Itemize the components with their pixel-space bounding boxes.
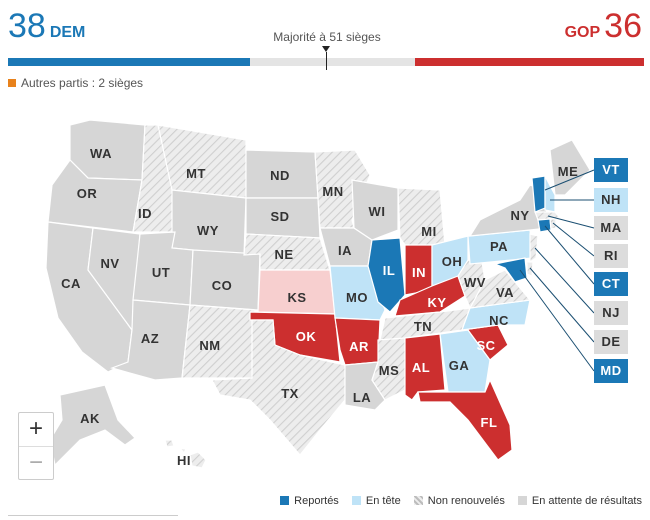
state-AK[interactable] bbox=[49, 384, 136, 467]
dem-seat-count: 38 bbox=[8, 7, 46, 45]
majority-label: Majorité à 51 sièges bbox=[273, 30, 381, 44]
state-WI[interactable] bbox=[351, 179, 399, 241]
not-renewed-swatch-icon bbox=[413, 496, 423, 505]
label-GA: GA bbox=[449, 358, 470, 373]
zoom-in-button[interactable]: + bbox=[28, 415, 43, 442]
label-MN: MN bbox=[322, 184, 343, 199]
state-FL[interactable] bbox=[417, 378, 513, 461]
state-WV[interactable] bbox=[457, 259, 486, 310]
state-DE[interactable] bbox=[526, 261, 534, 277]
label-PA: PA bbox=[490, 239, 508, 254]
state-RI[interactable] bbox=[549, 218, 557, 230]
zoom-out-button[interactable]: − bbox=[19, 446, 53, 479]
ne-label-NH[interactable]: NH bbox=[594, 188, 628, 212]
won-swatch-icon bbox=[280, 496, 290, 505]
ne-label-MA[interactable]: MA bbox=[594, 216, 628, 240]
others-swatch-icon bbox=[8, 79, 16, 87]
label-WA: WA bbox=[90, 146, 112, 161]
label-MI: MI bbox=[421, 224, 436, 239]
label-UT: UT bbox=[152, 265, 170, 280]
label-NC: NC bbox=[489, 313, 509, 328]
label-KS: KS bbox=[287, 290, 306, 305]
label-ID: ID bbox=[138, 206, 152, 221]
label-WV: WV bbox=[464, 275, 486, 290]
map-legend: Reportés En tête Non renouvelés En atten… bbox=[270, 495, 642, 507]
ne-label-MD[interactable]: MD bbox=[594, 359, 628, 383]
label-IN: IN bbox=[412, 265, 426, 280]
dem-label: DEM bbox=[49, 24, 86, 41]
label-NV: NV bbox=[100, 256, 119, 271]
legend-waiting-label: En attente de résultats bbox=[531, 495, 642, 507]
label-WI: WI bbox=[369, 204, 386, 219]
label-ME: ME bbox=[558, 164, 579, 179]
label-KY: KY bbox=[427, 295, 446, 310]
state-MD[interactable] bbox=[492, 257, 528, 283]
label-ND: ND bbox=[270, 168, 290, 183]
gop-label: GOP bbox=[564, 24, 601, 41]
label-CO: CO bbox=[212, 278, 233, 293]
other-parties: Autres partis : 2 sièges bbox=[8, 76, 143, 90]
label-FL: FL bbox=[481, 415, 498, 430]
label-WY: WY bbox=[197, 223, 219, 238]
state-HI[interactable] bbox=[164, 439, 207, 469]
leading-swatch-icon bbox=[351, 496, 361, 505]
label-AL: AL bbox=[412, 360, 430, 375]
label-NE: NE bbox=[274, 247, 293, 262]
label-NY: NY bbox=[510, 208, 529, 223]
ne-label-CT[interactable]: CT bbox=[594, 272, 628, 296]
state-ME[interactable] bbox=[549, 139, 591, 196]
label-AZ: AZ bbox=[141, 331, 159, 346]
label-IL: IL bbox=[383, 263, 396, 278]
label-SC: SC bbox=[476, 338, 495, 353]
gop-seat-bar bbox=[415, 58, 644, 66]
label-IA: IA bbox=[338, 243, 352, 258]
state-MT[interactable] bbox=[157, 124, 247, 199]
gop-seat-count: 36 bbox=[604, 7, 642, 45]
label-AK: AK bbox=[80, 411, 100, 426]
label-VA: VA bbox=[496, 285, 514, 300]
legend-not-renewed: Non renouvelés bbox=[413, 495, 505, 507]
state-VT[interactable] bbox=[531, 175, 546, 213]
label-TN: TN bbox=[414, 319, 432, 334]
label-MT: MT bbox=[186, 166, 206, 181]
ne-label-DE[interactable]: DE bbox=[594, 330, 628, 354]
legend-won: Reportés bbox=[280, 495, 339, 507]
legend-leading: En tête bbox=[351, 495, 401, 507]
label-OK: OK bbox=[296, 329, 317, 344]
label-TX: TX bbox=[281, 386, 299, 401]
label-OR: OR bbox=[77, 186, 98, 201]
label-CA: CA bbox=[61, 276, 81, 291]
waiting-swatch-icon bbox=[517, 496, 527, 505]
state-TX[interactable] bbox=[211, 319, 346, 456]
label-OH: OH bbox=[442, 254, 463, 269]
ne-label-VT[interactable]: VT bbox=[594, 158, 628, 182]
label-HI: HI bbox=[177, 453, 191, 468]
legend-won-label: Reportés bbox=[294, 495, 339, 507]
zoom-control: + − bbox=[18, 412, 54, 480]
others-label: Autres partis : 2 sièges bbox=[21, 76, 144, 90]
label-MS: MS bbox=[379, 363, 400, 378]
legend-leading-label: En tête bbox=[365, 495, 401, 507]
divider bbox=[8, 515, 178, 516]
dem-score: 38 DEM bbox=[8, 6, 85, 46]
ne-label-RI[interactable]: RI bbox=[594, 244, 628, 268]
gop-score: GOP 36 bbox=[565, 6, 642, 46]
state-NJ[interactable] bbox=[529, 233, 539, 264]
dem-seat-bar bbox=[8, 58, 250, 66]
legend-not-renewed-label: Non renouvelés bbox=[427, 495, 505, 507]
label-NM: NM bbox=[199, 338, 220, 353]
label-SD: SD bbox=[270, 209, 289, 224]
ne-label-NJ[interactable]: NJ bbox=[594, 301, 628, 325]
northeast-leader-lines bbox=[519, 169, 595, 372]
legend-waiting: En attente de résultats bbox=[517, 495, 642, 507]
label-MO: MO bbox=[346, 290, 368, 305]
label-LA: LA bbox=[353, 390, 371, 405]
state-GA[interactable] bbox=[439, 329, 491, 393]
label-AR: AR bbox=[349, 339, 369, 354]
